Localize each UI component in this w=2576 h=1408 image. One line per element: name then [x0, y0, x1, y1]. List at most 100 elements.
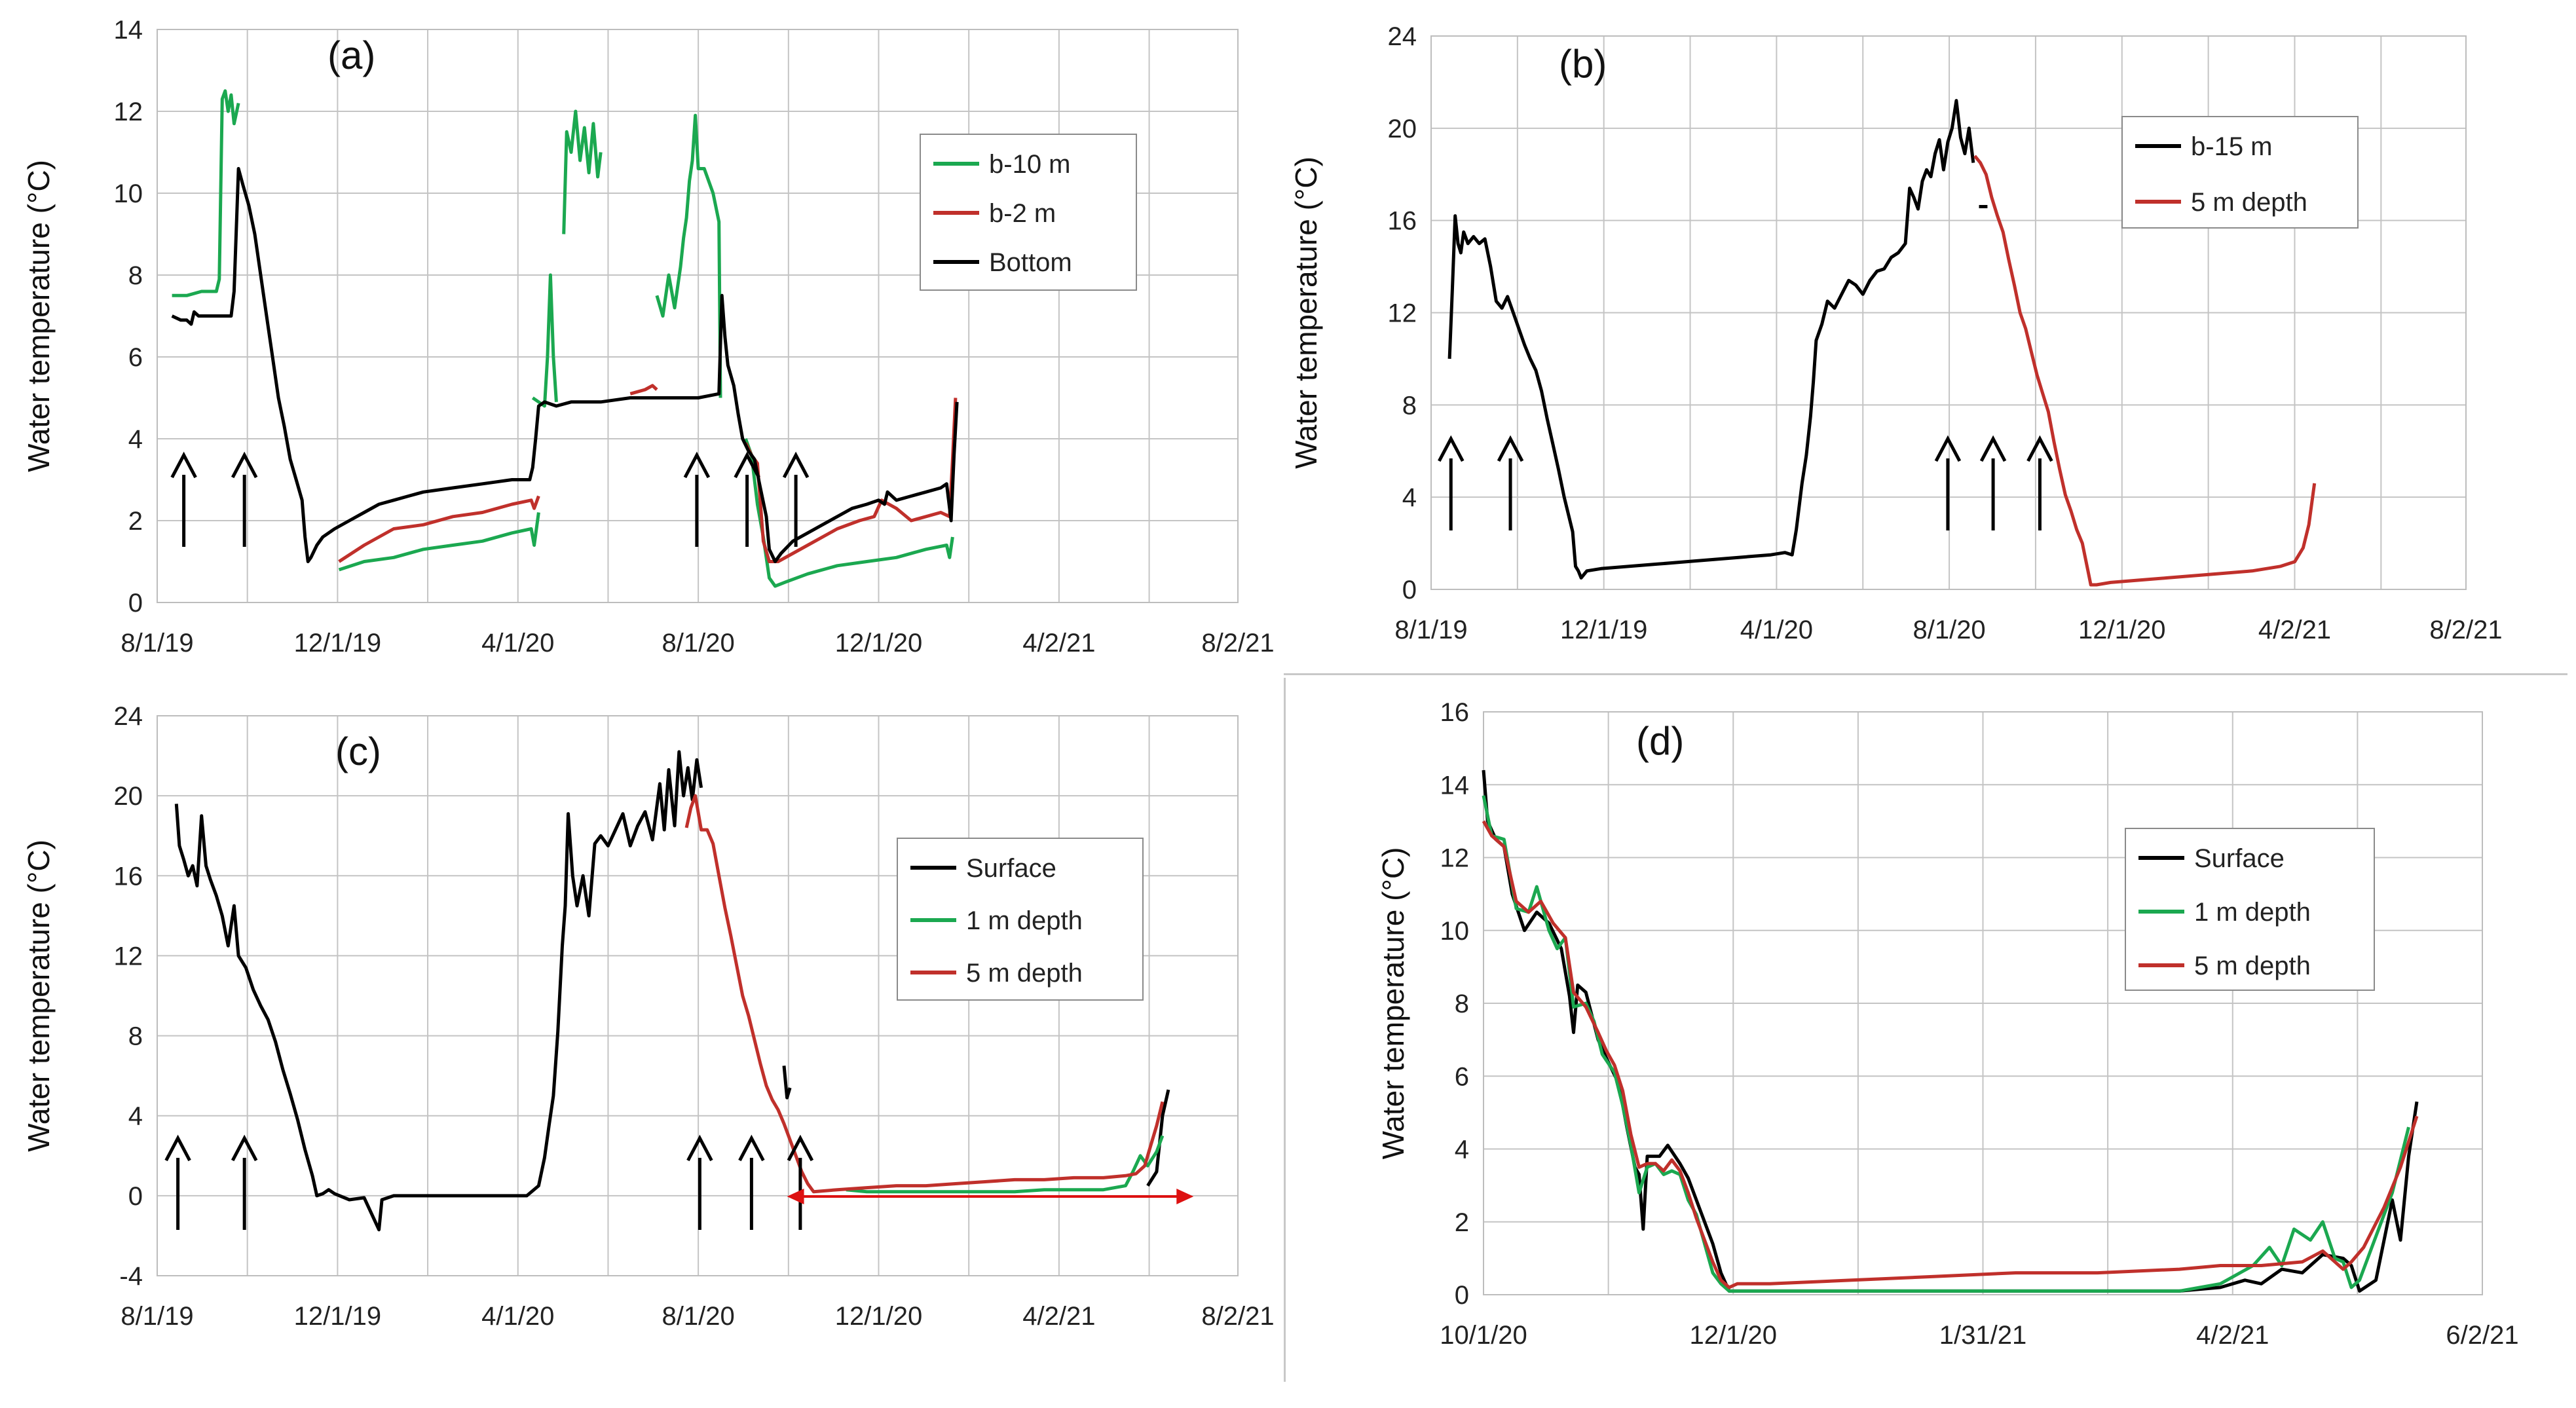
y-tick-label: 20	[1388, 115, 1417, 143]
x-tick-label: 8/1/20	[662, 1302, 735, 1331]
chart-panel-d: 0 2 4 6 8 10 12 14 16 10/1/20 12/1/20 1/31/21 4/2/21…	[1284, 678, 2576, 1405]
sampling-arrow-head	[164, 1134, 191, 1162]
sampling-arrow-head	[1979, 435, 2007, 462]
sampling-arrow-head	[1438, 435, 1465, 462]
y-axis-label: Water temperature (°C)	[22, 840, 56, 1152]
y-tick-label: 0	[128, 589, 143, 618]
x-tick-label: 4/2/21	[1022, 1302, 1095, 1331]
series-line	[629, 384, 658, 396]
series-line	[172, 89, 240, 297]
chart-panel-a: 0 2 4 6 8 10 12 14 8/1/19 12/1/19 4/1/20 8/1/20 12/1…	[0, 0, 1284, 678]
legend-entry: 5 m depth	[966, 959, 1083, 988]
y-tick-label: 14	[114, 16, 143, 45]
x-tick-label: 4/2/21	[2196, 1321, 2269, 1350]
sampling-arrow-head	[2026, 435, 2053, 462]
sampling-arrow-head	[787, 1134, 814, 1162]
series-line	[174, 750, 703, 1232]
panel-label: (d)	[1636, 719, 1684, 763]
y-tick-label: 16	[1388, 207, 1417, 236]
legend-box	[2125, 828, 2375, 991]
series-line	[338, 512, 540, 572]
plot-frame	[157, 715, 1239, 1276]
x-tick-label: 1/31/21	[1939, 1321, 2026, 1350]
sampling-arrow-head	[782, 451, 810, 479]
sampling-arrow-head	[170, 451, 197, 479]
series-line	[1973, 155, 2317, 587]
panel-divider	[1284, 673, 2567, 675]
series-1-m-depth	[846, 1135, 1165, 1194]
y-tick-label: 4	[1455, 1136, 1469, 1164]
panel-label: (c)	[335, 730, 381, 773]
sampling-arrow-head	[231, 451, 258, 479]
gridlines	[1483, 711, 2483, 1295]
legend: Surface 1 m depth 5 m depth	[2125, 828, 2375, 991]
x-tick-label: 8/1/19	[121, 629, 193, 658]
x-tick-label: 12/1/19	[1560, 616, 1647, 644]
x-tick-label: 4/1/20	[1740, 616, 1813, 644]
legend-entry: Bottom	[989, 248, 1072, 277]
panel-label: (b)	[1559, 42, 1607, 86]
x-tick-label: 12/1/20	[835, 1302, 922, 1331]
x-tick-label: 8/1/20	[662, 629, 735, 658]
y-tick-label: 0	[1402, 576, 1417, 604]
y-tick-label: 10	[114, 179, 143, 208]
x-tick-label: 6/2/21	[2446, 1321, 2518, 1350]
series-line	[782, 1065, 792, 1100]
series-b-2-m	[338, 384, 958, 563]
series-line	[1482, 769, 2419, 1293]
series-line	[171, 167, 959, 563]
sampling-arrow-head	[683, 451, 711, 479]
panel-divider	[1284, 678, 1286, 1382]
series-5-m-depth	[684, 794, 1165, 1194]
y-tick-label: 12	[114, 98, 143, 126]
series-5-m-depth	[1973, 155, 2317, 587]
legend-entry: 5 m depth	[2194, 952, 2311, 980]
legend-entry: Surface	[2194, 844, 2285, 873]
legend-entry: 5 m depth	[2191, 188, 2307, 217]
y-tick-label: 12	[1440, 844, 1470, 873]
x-tick-label: 8/1/19	[121, 1302, 193, 1331]
series-line	[1146, 1089, 1170, 1187]
series-line	[744, 438, 954, 588]
gridlines	[157, 29, 1238, 603]
sampling-arrows	[170, 451, 810, 547]
x-tick-label: 12/1/20	[1690, 1321, 1777, 1350]
sampling-arrow-head	[738, 1134, 765, 1162]
series-line	[655, 113, 722, 398]
range-arrow	[787, 1189, 1194, 1204]
y-tick-label: 24	[114, 702, 143, 731]
series-line	[846, 1135, 1165, 1194]
legend-box	[2121, 116, 2359, 229]
y-tick-label: 0	[128, 1182, 143, 1211]
series-b-10-m	[172, 89, 954, 588]
x-tick-label: 4/1/20	[481, 629, 554, 658]
sampling-arrow-head	[1497, 435, 1524, 462]
series-5-m-depth	[1482, 820, 2419, 1289]
sampling-arrow-head	[734, 451, 760, 479]
legend: b-15 m 5 m depth	[2121, 116, 2359, 229]
y-tick-label: 6	[128, 343, 143, 372]
series-line	[1447, 99, 1975, 580]
x-tick-label: 8/1/20	[1913, 616, 1985, 644]
series-line	[562, 109, 603, 234]
x-tick-label: 4/2/21	[1022, 629, 1095, 658]
y-tick-label: -4	[119, 1262, 143, 1291]
x-tick-label: 8/2/21	[1201, 1302, 1274, 1331]
legend-entry: b-15 m	[2191, 132, 2273, 161]
legend-entry: 1 m depth	[966, 906, 1083, 935]
series-line	[1482, 820, 2419, 1289]
y-tick-label: 4	[128, 425, 143, 454]
y-tick-label: 14	[1440, 771, 1470, 800]
y-tick-label: 24	[1388, 22, 1417, 51]
chart-panel-c: -4 0 4 8 12 16 20 24 8/1/19 12/1/19 4/1/20 8/1/20 12…	[0, 678, 1284, 1405]
y-axis-label: Water temperature (°C)	[22, 160, 56, 472]
y-tick-label: 8	[128, 1022, 143, 1051]
series-b-15-m	[1447, 99, 1988, 580]
legend-entry: 1 m depth	[2194, 898, 2311, 927]
sampling-arrows	[1438, 435, 2053, 530]
y-tick-label: 16	[114, 862, 143, 891]
x-tick-label: 12/1/20	[835, 629, 922, 658]
y-tick-label: 4	[1402, 483, 1417, 512]
series-line	[338, 495, 540, 563]
y-tick-label: 20	[114, 782, 143, 811]
